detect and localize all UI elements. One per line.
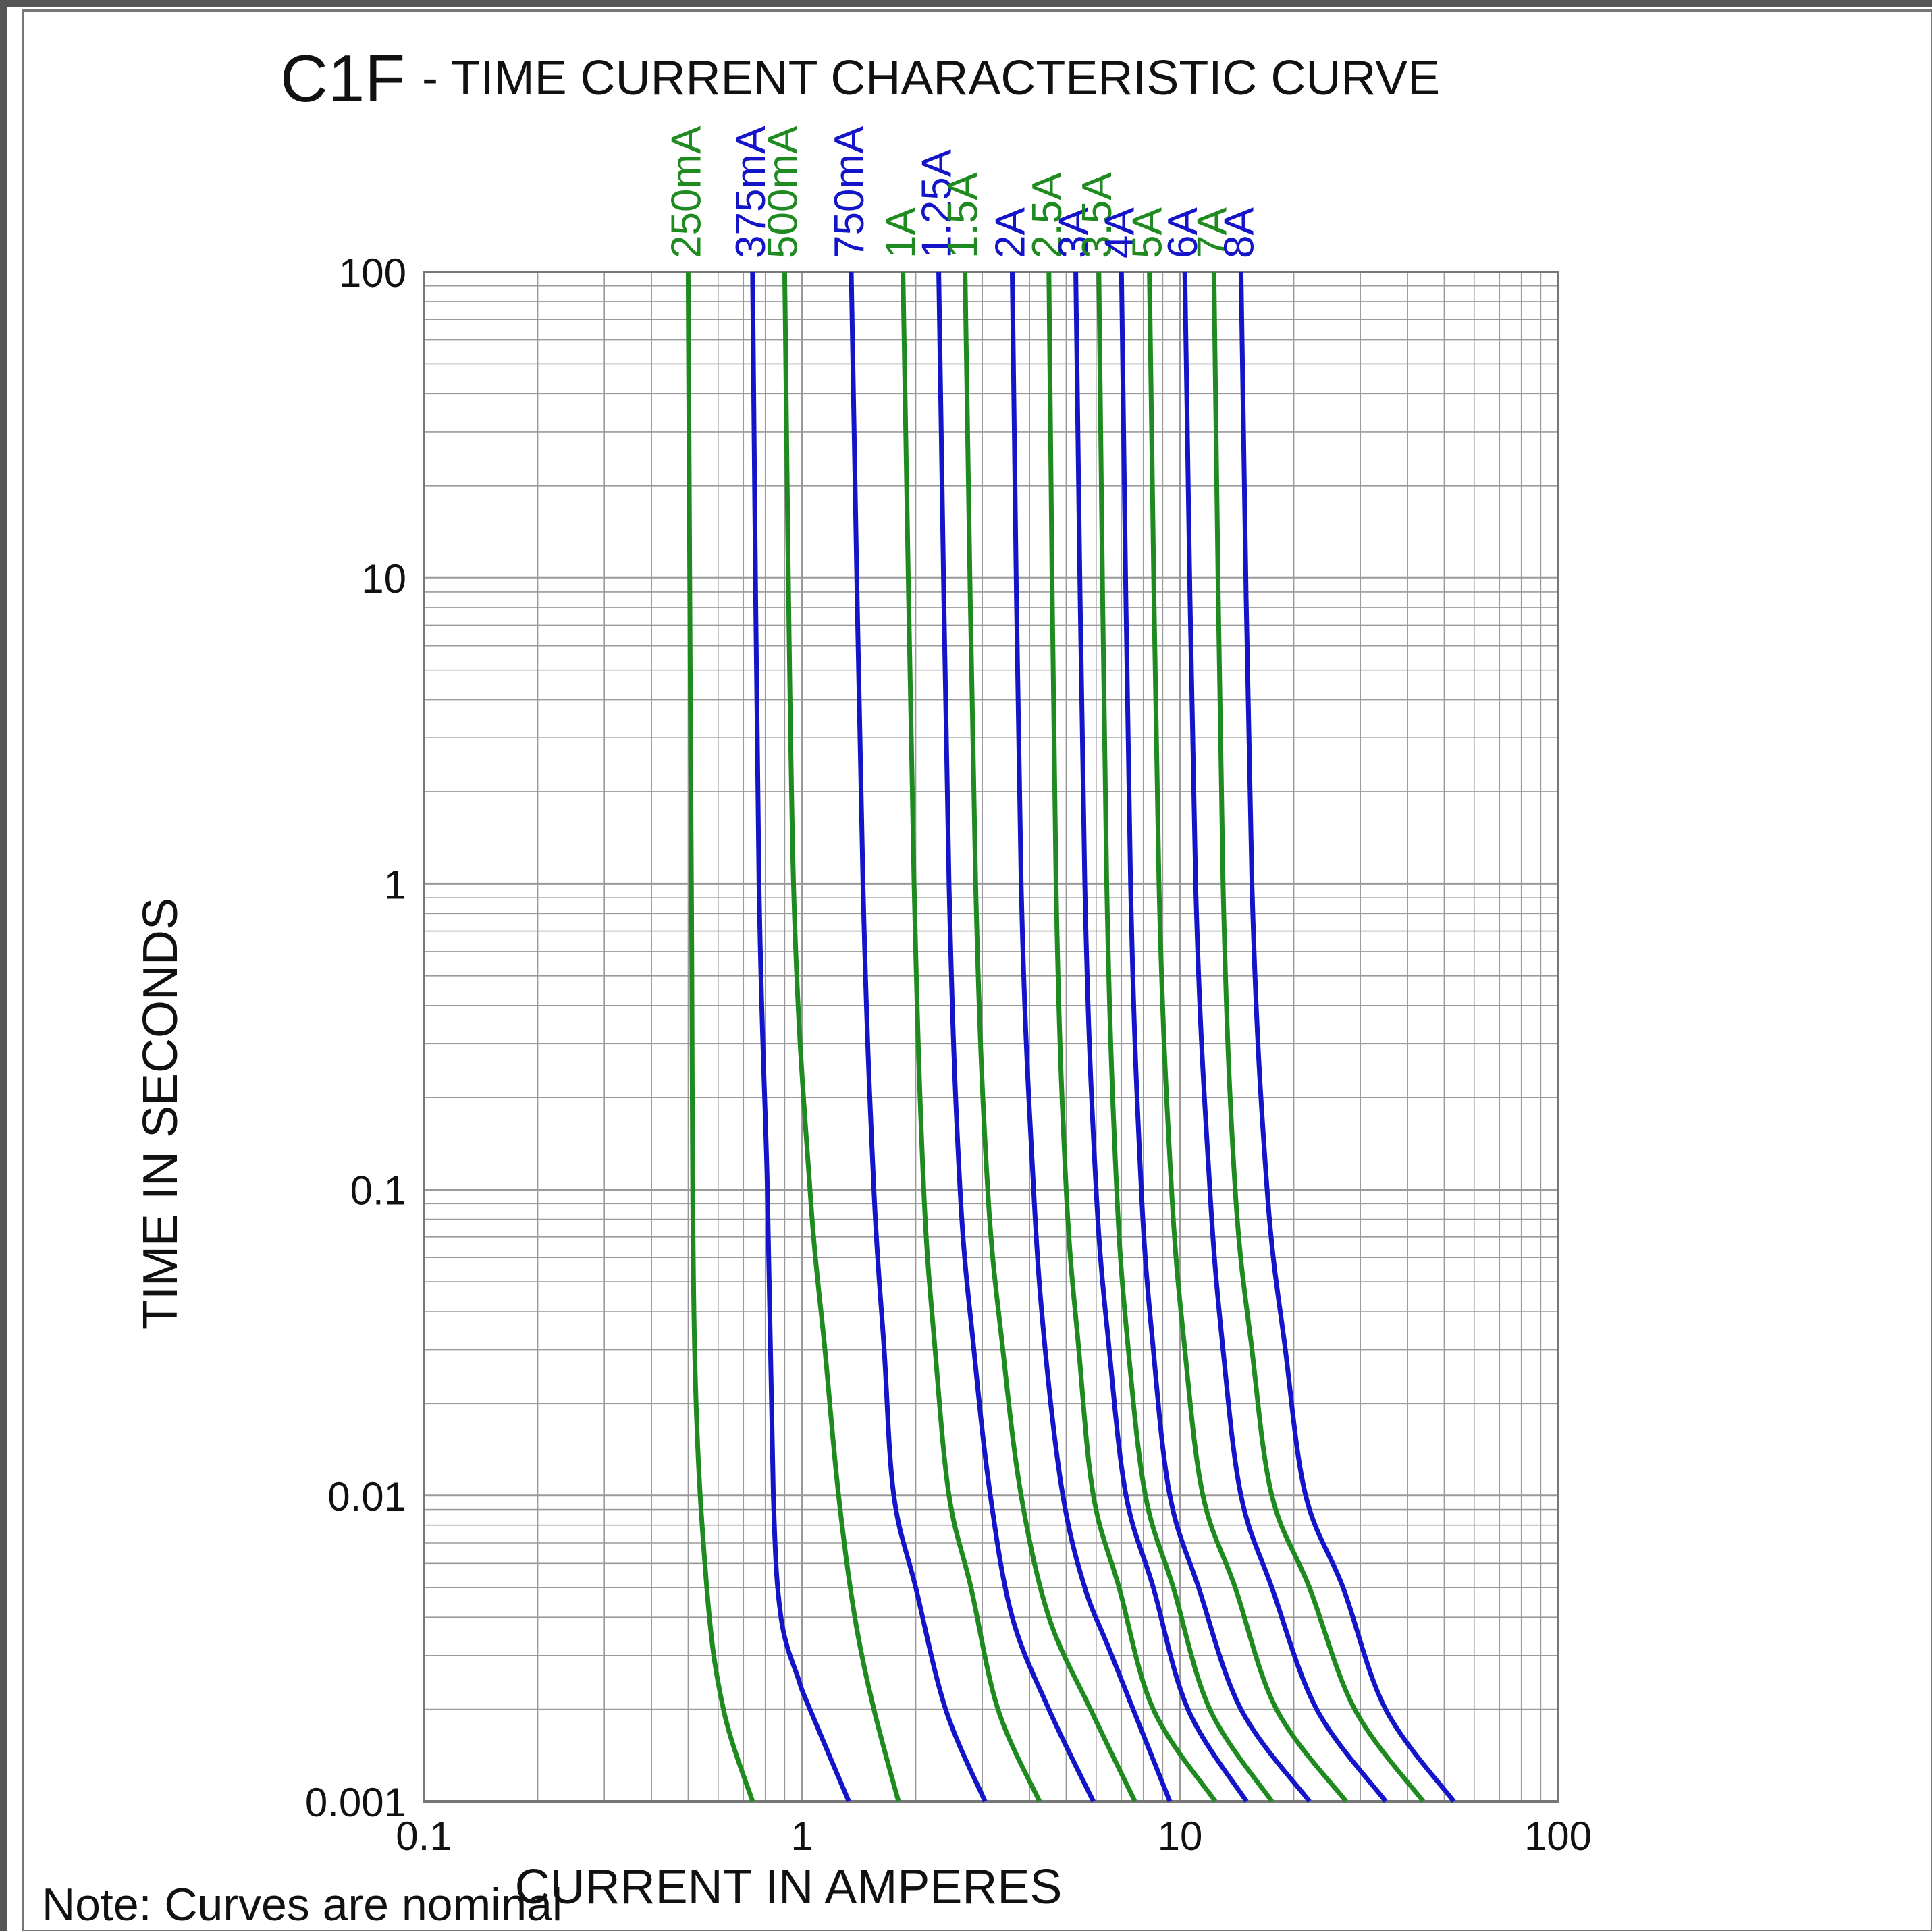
x-tick-labels: 0.1 1 10 100 xyxy=(396,1814,1592,1859)
series-label-3.5A: 3.5A xyxy=(1074,172,1121,259)
x-tick-label: 10 xyxy=(1158,1814,1203,1859)
curve-750mA xyxy=(849,271,988,1803)
curve-500mA xyxy=(782,271,901,1802)
series-label-375mA: 375mA xyxy=(728,126,774,259)
series-label-1A: 1A xyxy=(878,207,925,259)
curve-3A xyxy=(1073,271,1249,1803)
series-label-2.5A: 2.5A xyxy=(1024,172,1071,259)
curve-5A xyxy=(1147,271,1348,1803)
inner-border xyxy=(22,9,1932,1931)
series-label-8A: 8A xyxy=(1216,207,1262,259)
x-tick-label: 1 xyxy=(790,1814,813,1859)
series-label-2A: 2A xyxy=(988,207,1034,259)
curve-2A xyxy=(1010,271,1173,1803)
y-tick-label: 10 xyxy=(361,556,406,601)
y-tick-labels: 0.001 0.01 0.1 1 10 100 xyxy=(305,250,406,1825)
series-label-5A: 5A xyxy=(1125,207,1171,259)
series-label-4A: 4A xyxy=(1096,207,1143,259)
curve-7A xyxy=(1211,271,1426,1803)
grid-minor xyxy=(424,272,1558,1801)
x-tick-label: 0.1 xyxy=(396,1814,452,1859)
series-label-500mA: 500mA xyxy=(759,126,806,259)
chart-title-main: C1F xyxy=(280,41,405,115)
curve-250mA xyxy=(685,271,755,1803)
y-tick-label: 0.1 xyxy=(350,1168,406,1214)
curve-3.5A xyxy=(1096,271,1274,1803)
curve-4A xyxy=(1119,271,1312,1803)
y-tick-label: 1 xyxy=(384,862,406,907)
curve-375mA xyxy=(750,271,851,1803)
x-axis-label: CURRENT IN AMPERES xyxy=(515,1860,1063,1914)
y-axis-label: TIME IN SECONDS xyxy=(134,898,188,1330)
plot-border xyxy=(423,271,1559,1803)
x-tick-label: 100 xyxy=(1524,1814,1592,1859)
series-label-1.5A: 1.5A xyxy=(940,172,987,259)
series-label-7A: 7A xyxy=(1189,207,1235,259)
series-label-1.25A: 1.25A xyxy=(914,148,961,259)
chart-title-rest: - TIME CURRENT CHARACTERISTIC CURVE xyxy=(422,51,1440,105)
y-tick-label: 0.001 xyxy=(305,1780,406,1825)
curve-2.5A xyxy=(1046,271,1218,1803)
series-label-3A: 3A xyxy=(1051,207,1098,259)
grid-major xyxy=(423,272,1558,1803)
curve-1.25A xyxy=(936,271,1096,1803)
curves xyxy=(685,271,1456,1803)
curve-1A xyxy=(901,271,1042,1803)
curve-1.5A xyxy=(963,271,1137,1803)
curve-8A xyxy=(1238,271,1456,1803)
series-label-750mA: 750mA xyxy=(826,126,873,259)
note-text: Note: Curves are nominal xyxy=(42,1879,562,1930)
y-tick-label: 0.01 xyxy=(327,1474,406,1519)
curve-6A xyxy=(1182,271,1388,1803)
series-label-250mA: 250mA xyxy=(663,126,709,259)
series-label-6A: 6A xyxy=(1160,207,1206,259)
y-tick-label: 100 xyxy=(339,250,406,296)
